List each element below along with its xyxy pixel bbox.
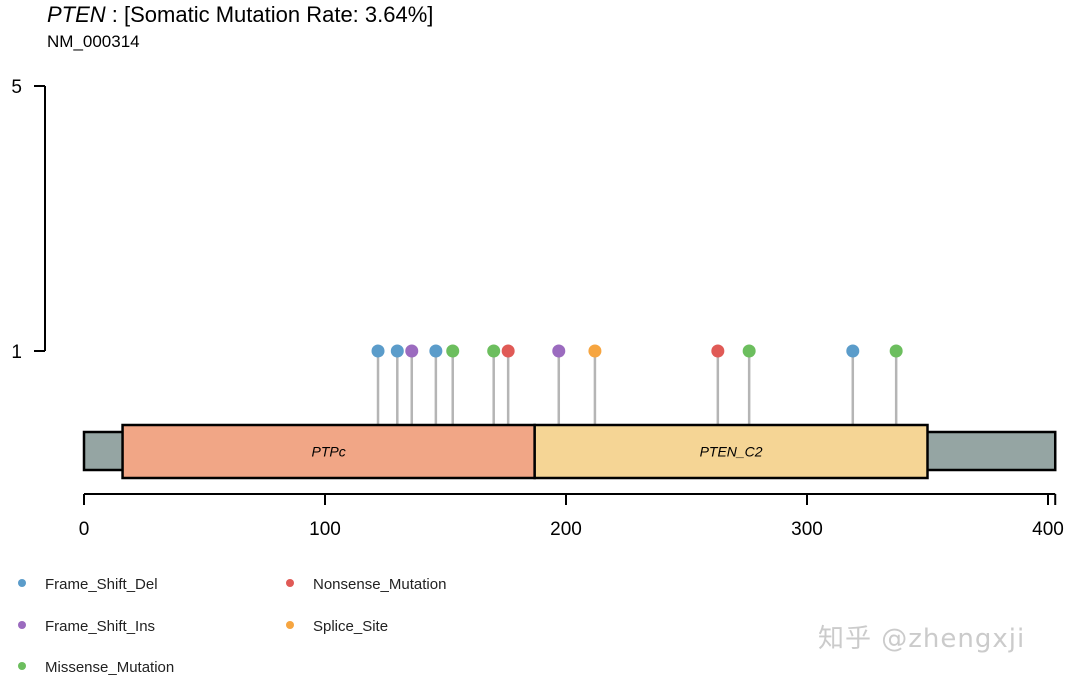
- lollipop-head: [711, 344, 725, 358]
- x-tick-label: 0: [79, 519, 90, 540]
- legend: Frame_Shift_Del Nonsense_Mutation Frame_Sh…: [18, 576, 446, 676]
- domain-pten-c2: [533, 423, 929, 480]
- legend-label: Frame_Shift_Ins: [45, 618, 155, 635]
- x-tick-label: 200: [550, 519, 582, 540]
- lollipop-head: [501, 344, 515, 358]
- legend-marker: [286, 579, 294, 587]
- legend-marker: [18, 579, 26, 587]
- lollipop-head: [429, 344, 443, 358]
- x-tick-label: 400: [1032, 519, 1064, 540]
- protein-track: PTPc PTEN_C2: [82, 423, 1057, 480]
- domain-ptpc: [121, 423, 536, 480]
- legend-marker: [286, 621, 294, 629]
- legend-label: Nonsense_Mutation: [313, 576, 446, 593]
- lollipop-head: [889, 344, 903, 358]
- watermark: 知乎 @zhengxji: [818, 624, 1026, 654]
- x-axis: 0 100 200 300 400: [79, 493, 1064, 540]
- legend-marker: [18, 621, 26, 629]
- lollipop-head: [446, 344, 460, 358]
- y-axis: 15: [11, 77, 46, 363]
- lollipop-head: [588, 344, 602, 358]
- lollipop-head: [487, 344, 501, 358]
- lollipop-heads: [371, 344, 903, 358]
- domain-label: PTEN_C2: [700, 444, 763, 460]
- chart-subtitle: NM_000314: [47, 32, 140, 51]
- chart-title: PTEN : [Somatic Mutation Rate: 3.64%]: [47, 2, 433, 27]
- y-tick-label: 1: [11, 342, 22, 363]
- legend-label: Frame_Shift_Del: [45, 576, 158, 593]
- x-tick-label: 100: [309, 519, 341, 540]
- legend-label: Missense_Mutation: [45, 659, 174, 676]
- title-rest: : [Somatic Mutation Rate: 3.64%]: [106, 2, 434, 27]
- y-tick-label: 5: [11, 77, 22, 98]
- lollipop-head: [552, 344, 566, 358]
- lollipop-head: [390, 344, 404, 358]
- x-tick-label: 300: [791, 519, 823, 540]
- lollipop-head: [371, 344, 385, 358]
- lollipop-head: [405, 344, 419, 358]
- lollipop-head: [846, 344, 860, 358]
- gene-name: PTEN: [47, 2, 106, 27]
- domain-label: PTPc: [311, 444, 345, 460]
- legend-marker: [18, 662, 26, 670]
- lollipop-head: [742, 344, 756, 358]
- lollipop-stems: [376, 351, 898, 425]
- legend-label: Splice_Site: [313, 618, 388, 635]
